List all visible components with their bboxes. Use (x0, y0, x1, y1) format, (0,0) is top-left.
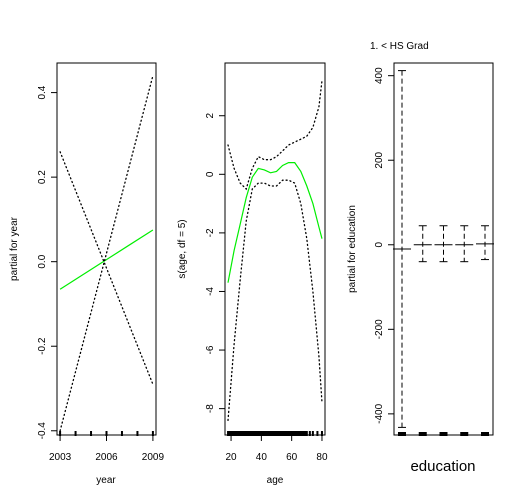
rug-block (439, 432, 448, 436)
x-axis-age: 20 40 60 80 (225, 435, 328, 463)
x-axis-title-age: age (267, 475, 284, 486)
y-axis-year: -0.4 -0.2 0.0 0.2 0.4 (37, 85, 57, 439)
plot-frame-year (56, 62, 157, 436)
panel-year: 2003 2006 2009 -0.4 -0.2 0.0 0.2 0.4 year part… (9, 62, 164, 486)
y-tick-label: 2 (205, 113, 216, 119)
rug-block (481, 432, 489, 436)
ci-line-1 (227, 79, 323, 191)
panel-age: 20 40 60 80 -8 -6 -4 -2 0 2 age s(age, df = 5) (177, 62, 328, 486)
y-tick-label: -0.4 (37, 422, 48, 440)
level-4 (455, 225, 474, 436)
y-tick-label: -2 (205, 228, 216, 237)
y-axis-title-year: partial for year (9, 216, 20, 281)
x-tick-label: 20 (225, 452, 237, 463)
y-axis-education: -400 -200 0 200 400 (374, 67, 394, 424)
x-axis-title-year: year (96, 475, 116, 486)
rug-block (398, 432, 406, 436)
y-tick-label: 0 (374, 242, 385, 248)
y-axis-title-education: partial for education (347, 205, 358, 293)
level-3 (434, 225, 453, 436)
x-tick-label: 40 (256, 452, 268, 463)
y-tick-label: 0.4 (37, 85, 48, 99)
fit-line-0 (227, 162, 323, 283)
plot-frame-age (224, 62, 326, 436)
fit-line-0 (59, 229, 154, 290)
y-tick-label: 0.2 (37, 170, 48, 184)
x-tick-label: 2006 (95, 452, 118, 463)
level-5 (476, 225, 494, 436)
ci-line-1 (59, 151, 154, 385)
x-tick-label: 2003 (49, 452, 72, 463)
x-axis-year: 2003 2006 2009 (49, 435, 164, 463)
x-tick-label: 60 (286, 452, 298, 463)
y-tick-label: 200 (374, 151, 385, 168)
ci-line-2 (59, 75, 154, 432)
y-tick-label: -8 (205, 404, 216, 413)
x-axis-title-education: education (410, 458, 475, 475)
plot-area-education (393, 70, 494, 436)
x-tick-label: 2009 (142, 452, 165, 463)
y-axis-age: -8 -6 -4 -2 0 2 (205, 113, 225, 413)
y-axis-title-age: s(age, df = 5) (177, 219, 188, 278)
level-1 (393, 70, 411, 436)
y-tick-label: -6 (205, 345, 216, 354)
rug-block (460, 432, 469, 436)
ci-line-2 (227, 179, 323, 422)
rug-block (418, 432, 427, 436)
panel-education: -400 -200 0 200 400 1. < HS Grad education p… (347, 41, 494, 475)
plot-area-age (227, 79, 323, 436)
y-tick-label: -200 (374, 319, 385, 339)
y-tick-label: 0 (205, 171, 216, 177)
y-tick-label: 0.0 (37, 254, 48, 268)
category-title-education: 1. < HS Grad (370, 41, 429, 52)
x-tick-label: 80 (316, 452, 328, 463)
y-tick-label: -4 (205, 287, 216, 296)
y-tick-label: -0.2 (37, 337, 48, 355)
y-tick-label: -400 (374, 403, 385, 423)
plot-area-year (59, 75, 154, 436)
level-2 (413, 225, 432, 436)
y-tick-label: 400 (374, 67, 385, 84)
